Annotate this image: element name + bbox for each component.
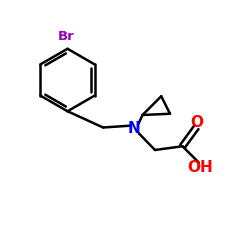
Text: Br: Br <box>58 30 75 43</box>
Text: OH: OH <box>187 160 213 176</box>
Text: N: N <box>128 121 140 136</box>
Text: O: O <box>190 115 203 130</box>
